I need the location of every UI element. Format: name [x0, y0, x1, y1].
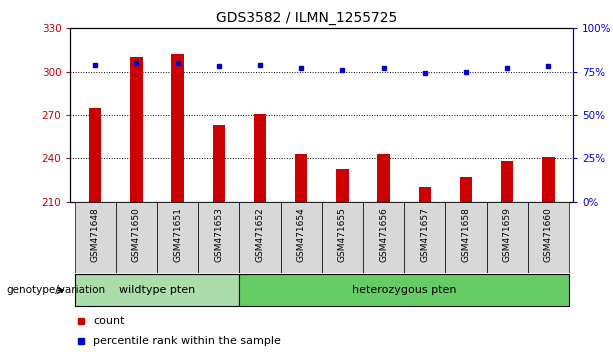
Bar: [89, 108, 101, 202]
Bar: [528, 202, 569, 273]
Bar: [254, 114, 266, 202]
Bar: [446, 202, 487, 273]
Bar: [130, 57, 143, 202]
Bar: [404, 202, 446, 273]
Text: GSM471648: GSM471648: [91, 207, 100, 262]
Bar: [460, 177, 472, 202]
Text: GSM471658: GSM471658: [462, 207, 471, 262]
Bar: [378, 154, 390, 202]
Text: count: count: [93, 316, 124, 326]
Bar: [157, 202, 198, 273]
Bar: [240, 274, 569, 306]
Text: GSM471659: GSM471659: [503, 207, 512, 262]
Text: GSM471653: GSM471653: [215, 207, 223, 262]
Bar: [322, 202, 363, 273]
Bar: [363, 202, 404, 273]
Text: GSM471660: GSM471660: [544, 207, 553, 262]
Bar: [75, 274, 240, 306]
Bar: [75, 202, 116, 273]
Text: heterozygous pten: heterozygous pten: [352, 285, 457, 295]
Bar: [295, 154, 307, 202]
Text: GSM471656: GSM471656: [379, 207, 388, 262]
Text: GSM471650: GSM471650: [132, 207, 141, 262]
Text: GDS3582 / ILMN_1255725: GDS3582 / ILMN_1255725: [216, 11, 397, 25]
Text: wildtype pten: wildtype pten: [119, 285, 195, 295]
Bar: [419, 187, 431, 202]
Bar: [501, 161, 514, 202]
Bar: [213, 125, 225, 202]
Bar: [240, 202, 281, 273]
Bar: [198, 202, 240, 273]
Bar: [543, 157, 555, 202]
Bar: [116, 202, 157, 273]
Bar: [172, 55, 184, 202]
Text: GSM471657: GSM471657: [421, 207, 429, 262]
Bar: [487, 202, 528, 273]
Text: GSM471651: GSM471651: [173, 207, 182, 262]
Text: GSM471655: GSM471655: [338, 207, 347, 262]
Bar: [281, 202, 322, 273]
Text: genotype/variation: genotype/variation: [6, 285, 105, 295]
Bar: [337, 169, 349, 202]
Text: GSM471654: GSM471654: [297, 207, 306, 262]
Text: percentile rank within the sample: percentile rank within the sample: [93, 336, 281, 346]
Text: GSM471652: GSM471652: [256, 207, 265, 262]
